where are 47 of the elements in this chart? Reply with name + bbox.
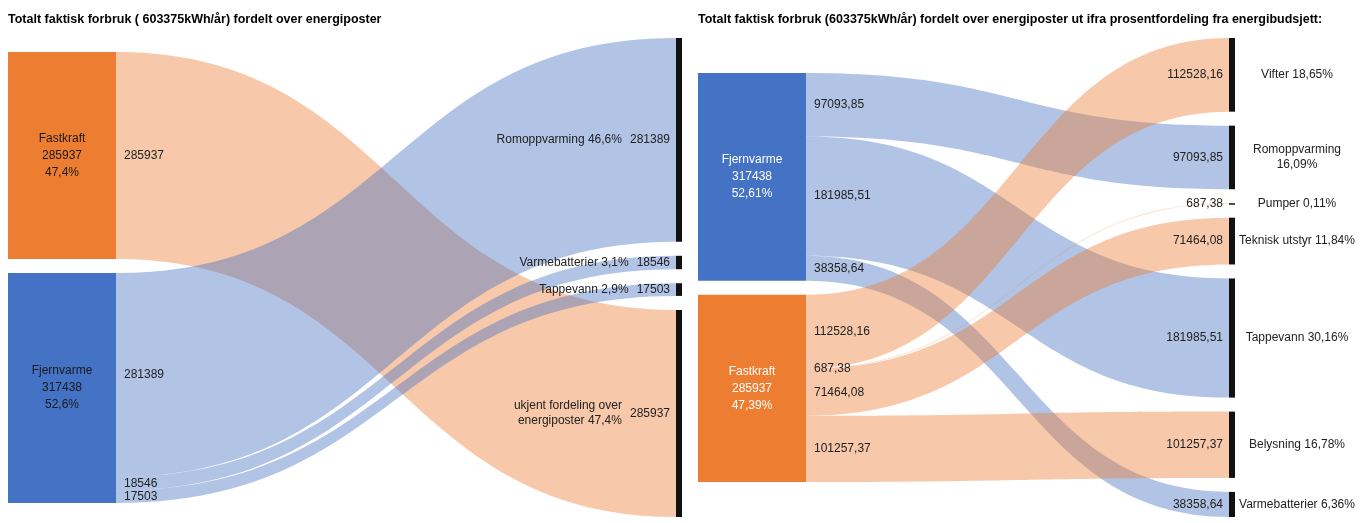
text: 52,61% xyxy=(731,186,773,201)
series-label: Fjernvarme xyxy=(31,363,93,378)
data-label: 112528,16 xyxy=(1167,67,1224,82)
data-label: 18546 xyxy=(636,254,671,269)
category-label: Varmebatterier 3,1% xyxy=(519,254,629,269)
category-label: Teknisk utstyr 11,84% xyxy=(1239,233,1356,248)
category-label: Romoppvarming 46,6% xyxy=(496,132,623,147)
text: 18546 xyxy=(124,475,158,490)
text: 17503 xyxy=(124,488,158,503)
category-label: Belysning 16,78% xyxy=(1248,437,1346,452)
text: Fastkraft xyxy=(728,363,776,378)
text: 38358,64 xyxy=(814,260,865,275)
text: 285937 xyxy=(41,147,83,162)
text: 317438 xyxy=(731,169,773,184)
text: 101257,37 xyxy=(814,441,871,456)
data-label: 101257,37 xyxy=(1166,437,1224,452)
category-label: ukjent fordeling over energiposter 47,4% xyxy=(513,398,623,428)
text: 687,38 xyxy=(814,361,851,376)
data-label: 281389 xyxy=(629,132,671,147)
text: 52,6% xyxy=(44,397,80,412)
category-label: Varmebatterier 6,36% xyxy=(1239,496,1356,511)
data-label: 17503 xyxy=(636,281,671,296)
text: 181985,51 xyxy=(814,188,871,203)
category-label: Tappevann 30,16% xyxy=(1245,330,1349,345)
text: 71464,08 xyxy=(814,384,865,399)
text: Totalt faktisk forbruk (603375kWh/år) fordelt over energiposter ut ifra prosentfordeling fra energibudsjett: xyxy=(697,11,1324,26)
data-label: 38358,64 xyxy=(1172,496,1224,511)
text: 285937 xyxy=(124,147,165,162)
category-label: Romoppvarming 16,09% xyxy=(1252,142,1342,172)
text: 97093,85 xyxy=(814,97,865,112)
data-label: 181985,51 xyxy=(1166,330,1224,345)
text: 317438 xyxy=(41,380,83,395)
text: 285937 xyxy=(731,380,773,395)
text: Totalt faktisk forbruk ( 603375kWh/år) fordelt over energiposter xyxy=(7,11,383,26)
data-label: 687,38 xyxy=(1186,195,1224,210)
category-label: Vifter 18,65% xyxy=(1261,67,1334,82)
text: Fastkraft xyxy=(38,130,86,145)
category-label: Pumper 0,11% xyxy=(1257,195,1337,210)
text: 281389 xyxy=(124,367,165,382)
data-label: 97093,85 xyxy=(1172,149,1224,164)
category-label: Tappevann 2,9% xyxy=(539,281,629,296)
text: 47,4% xyxy=(44,164,80,179)
data-label: 71464,08 xyxy=(1172,233,1224,248)
data-label: 285937 xyxy=(629,405,671,420)
text: 112528,16 xyxy=(814,323,870,338)
series-label: Fjernvarme xyxy=(721,152,783,167)
text: 47,39% xyxy=(731,397,773,412)
